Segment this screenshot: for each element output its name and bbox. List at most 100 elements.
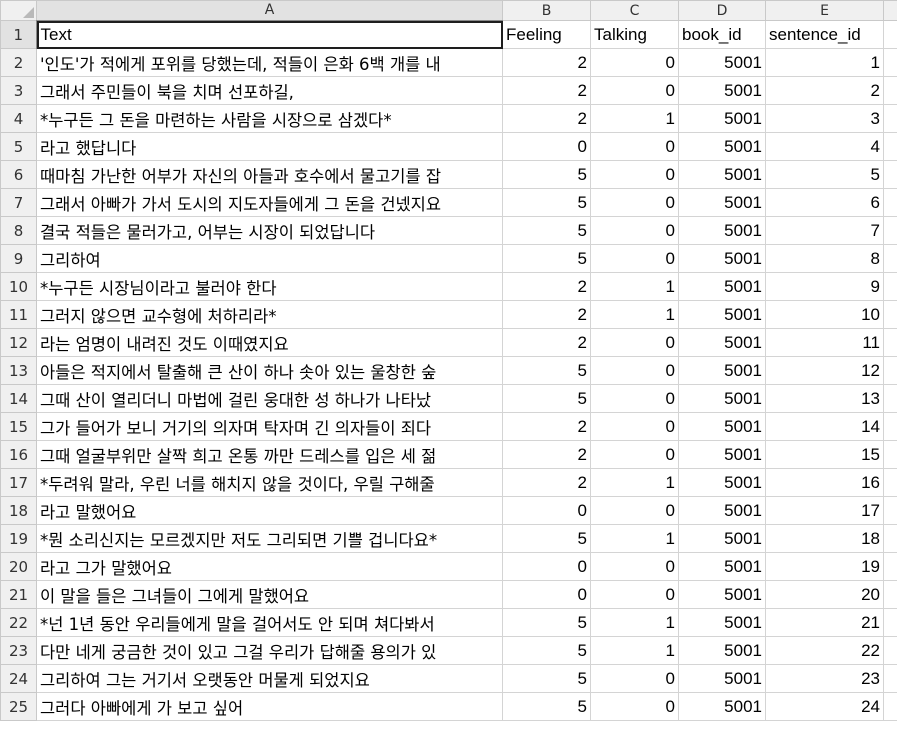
row-header[interactable]: 7 bbox=[0, 188, 37, 217]
cell-book-id[interactable]: 5001 bbox=[678, 496, 766, 525]
cell-book-id[interactable]: 5001 bbox=[678, 216, 766, 245]
cell-sentence-id[interactable]: 4 bbox=[765, 132, 884, 161]
cell-book-id[interactable]: 5001 bbox=[678, 48, 766, 77]
cell-feeling[interactable]: 0 bbox=[502, 496, 591, 525]
cell-empty[interactable] bbox=[883, 636, 897, 665]
row-header[interactable]: 2 bbox=[0, 48, 37, 77]
cell-empty[interactable] bbox=[883, 524, 897, 553]
cell-text[interactable]: 그때 얼굴부위만 살짝 희고 온통 까만 드레스를 입은 세 젊 bbox=[36, 440, 503, 469]
cell-empty[interactable] bbox=[883, 552, 897, 581]
cell-text[interactable]: 그리하여 bbox=[36, 244, 503, 273]
cell-text[interactable]: 라는 엄명이 내려진 것도 이때였지요 bbox=[36, 328, 503, 357]
cell-book-id[interactable]: 5001 bbox=[678, 328, 766, 357]
cell-text[interactable]: 결국 적들은 물러가고, 어부는 시장이 되었답니다 bbox=[36, 216, 503, 245]
cell-text[interactable]: *누구든 시장님이라고 불러야 한다 bbox=[36, 272, 503, 301]
cell-feeling[interactable]: 2 bbox=[502, 468, 591, 497]
column-header-f[interactable]: F bbox=[883, 0, 897, 21]
cell-talking[interactable]: 0 bbox=[590, 216, 679, 245]
cell-sentence-id[interactable]: 24 bbox=[765, 692, 884, 721]
cell-empty[interactable] bbox=[883, 384, 897, 413]
cell-text[interactable]: *누구든 그 돈을 마련하는 사람을 시장으로 삼겠다* bbox=[36, 104, 503, 133]
cell-empty[interactable] bbox=[883, 300, 897, 329]
cell-feeling[interactable]: 5 bbox=[502, 664, 591, 693]
cell-book-id[interactable]: 5001 bbox=[678, 664, 766, 693]
cell-text[interactable]: 때마침 가난한 어부가 자신의 아들과 호수에서 물고기를 잡 bbox=[36, 160, 503, 189]
cell-empty[interactable] bbox=[883, 48, 897, 77]
cell-empty[interactable] bbox=[883, 580, 897, 609]
cell-sentence-id[interactable]: 16 bbox=[765, 468, 884, 497]
row-header[interactable]: 23 bbox=[0, 636, 37, 665]
cell-b1-feeling-header[interactable]: Feeling bbox=[502, 20, 591, 49]
column-header-d[interactable]: D bbox=[678, 0, 766, 21]
cell-empty[interactable] bbox=[883, 664, 897, 693]
cell-talking[interactable]: 1 bbox=[590, 272, 679, 301]
cell-talking[interactable]: 1 bbox=[590, 300, 679, 329]
row-header[interactable]: 11 bbox=[0, 300, 37, 329]
cell-talking[interactable]: 0 bbox=[590, 188, 679, 217]
cell-sentence-id[interactable]: 10 bbox=[765, 300, 884, 329]
cell-feeling[interactable]: 5 bbox=[502, 356, 591, 385]
cell-feeling[interactable]: 2 bbox=[502, 440, 591, 469]
cell-feeling[interactable]: 0 bbox=[502, 580, 591, 609]
cell-book-id[interactable]: 5001 bbox=[678, 608, 766, 637]
cell-book-id[interactable]: 5001 bbox=[678, 692, 766, 721]
cell-sentence-id[interactable]: 7 bbox=[765, 216, 884, 245]
cell-feeling[interactable]: 2 bbox=[502, 48, 591, 77]
cell-text[interactable]: *두려워 말라, 우린 너를 해치지 않을 것이다, 우릴 구해줄 bbox=[36, 468, 503, 497]
cell-feeling[interactable]: 2 bbox=[502, 300, 591, 329]
cell-feeling[interactable]: 5 bbox=[502, 188, 591, 217]
cell-e1-sentence-id-header[interactable]: sentence_id bbox=[765, 20, 884, 49]
cell-talking[interactable]: 0 bbox=[590, 552, 679, 581]
cell-text[interactable]: 다만 네게 궁금한 것이 있고 그걸 우리가 답해줄 용의가 있 bbox=[36, 636, 503, 665]
cell-sentence-id[interactable]: 11 bbox=[765, 328, 884, 357]
cell-d1-book-id-header[interactable]: book_id bbox=[678, 20, 766, 49]
cell-sentence-id[interactable]: 15 bbox=[765, 440, 884, 469]
select-all-button[interactable] bbox=[0, 0, 37, 21]
cell-text[interactable]: 그래서 주민들이 북을 치며 선포하길, bbox=[36, 76, 503, 105]
cell-sentence-id[interactable]: 22 bbox=[765, 636, 884, 665]
cell-text[interactable]: *뭔 소리신지는 모르겠지만 저도 그리되면 기쁠 겁니다요* bbox=[36, 524, 503, 553]
row-header[interactable]: 15 bbox=[0, 412, 37, 441]
cell-talking[interactable]: 0 bbox=[590, 412, 679, 441]
cell-text[interactable]: 그때 산이 열리더니 마법에 걸린 웅대한 성 하나가 나타났 bbox=[36, 384, 503, 413]
cell-sentence-id[interactable]: 2 bbox=[765, 76, 884, 105]
cell-feeling[interactable]: 2 bbox=[502, 272, 591, 301]
cell-sentence-id[interactable]: 8 bbox=[765, 244, 884, 273]
cell-empty[interactable] bbox=[883, 272, 897, 301]
cell-a1-text-header[interactable]: Text bbox=[36, 20, 503, 49]
cell-empty[interactable] bbox=[883, 132, 897, 161]
cell-text[interactable]: 라고 말했어요 bbox=[36, 496, 503, 525]
cell-text[interactable]: 아들은 적지에서 탈출해 큰 산이 하나 솟아 있는 울창한 숲 bbox=[36, 356, 503, 385]
cell-book-id[interactable]: 5001 bbox=[678, 412, 766, 441]
column-header-b[interactable]: B bbox=[502, 0, 591, 21]
cell-text[interactable]: *넌 1년 동안 우리들에게 말을 걸어서도 안 되며 쳐다봐서 bbox=[36, 608, 503, 637]
row-header[interactable]: 4 bbox=[0, 104, 37, 133]
cell-sentence-id[interactable]: 14 bbox=[765, 412, 884, 441]
cell-talking[interactable]: 0 bbox=[590, 384, 679, 413]
cell-book-id[interactable]: 5001 bbox=[678, 272, 766, 301]
cell-text[interactable]: 라고 했답니다 bbox=[36, 132, 503, 161]
cell-book-id[interactable]: 5001 bbox=[678, 76, 766, 105]
cell-book-id[interactable]: 5001 bbox=[678, 552, 766, 581]
cell-empty[interactable] bbox=[883, 468, 897, 497]
cell-book-id[interactable]: 5001 bbox=[678, 384, 766, 413]
cell-sentence-id[interactable]: 18 bbox=[765, 524, 884, 553]
cell-sentence-id[interactable]: 23 bbox=[765, 664, 884, 693]
cell-book-id[interactable]: 5001 bbox=[678, 468, 766, 497]
cell-feeling[interactable]: 5 bbox=[502, 216, 591, 245]
cell-book-id[interactable]: 5001 bbox=[678, 104, 766, 133]
row-header[interactable]: 9 bbox=[0, 244, 37, 273]
row-header[interactable]: 25 bbox=[0, 692, 37, 721]
cell-empty[interactable] bbox=[883, 496, 897, 525]
column-header-e[interactable]: E bbox=[765, 0, 884, 21]
cell-book-id[interactable]: 5001 bbox=[678, 244, 766, 273]
cell-empty[interactable] bbox=[883, 440, 897, 469]
cell-empty[interactable] bbox=[883, 244, 897, 273]
cell-book-id[interactable]: 5001 bbox=[678, 132, 766, 161]
cell-sentence-id[interactable]: 5 bbox=[765, 160, 884, 189]
column-header-a[interactable]: A bbox=[36, 0, 503, 22]
cell-empty[interactable] bbox=[883, 188, 897, 217]
row-header[interactable]: 24 bbox=[0, 664, 37, 693]
cell-talking[interactable]: 1 bbox=[590, 468, 679, 497]
